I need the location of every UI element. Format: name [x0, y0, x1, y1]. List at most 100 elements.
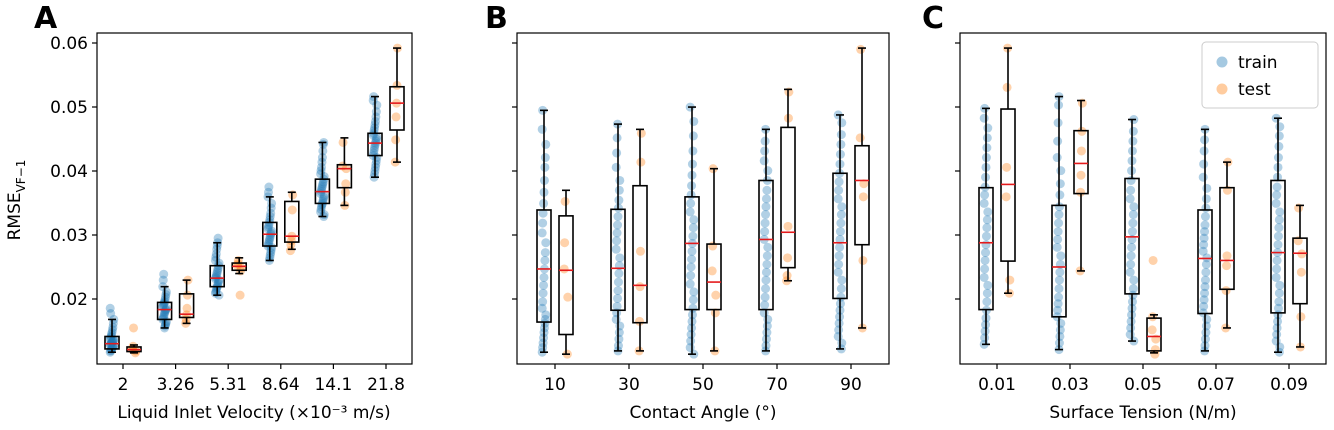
train-point: [1126, 251, 1136, 261]
train-point: [1126, 316, 1136, 326]
train-point: [686, 262, 696, 272]
train-point: [689, 116, 699, 126]
train-point: [836, 218, 846, 228]
train-point: [760, 146, 770, 156]
test-point: [340, 187, 350, 197]
train-point: [1201, 259, 1211, 269]
y-axis-c: [955, 42, 960, 300]
train-point: [686, 190, 696, 200]
train-point: [1272, 182, 1282, 192]
train-point: [1272, 330, 1282, 340]
test-point: [1296, 267, 1306, 277]
train-box: [367, 132, 383, 157]
train-point: [1054, 218, 1064, 228]
test-point: [1076, 146, 1086, 156]
train-point: [980, 190, 990, 200]
test-box: [389, 85, 405, 131]
train-point: [689, 215, 699, 225]
test-point: [783, 221, 793, 231]
plot-area-b: [536, 44, 870, 359]
legend-frame: [1201, 41, 1319, 109]
train-point: [538, 297, 548, 307]
y-axis-b: [512, 42, 517, 300]
test-point: [563, 292, 573, 302]
axes-frame-a: [96, 32, 413, 365]
train-point: [211, 285, 221, 295]
train-point: [980, 264, 990, 274]
train-point: [611, 162, 621, 172]
train-point: [763, 166, 773, 176]
train-point: [1054, 292, 1064, 302]
train-box: [156, 301, 173, 321]
train-point: [1200, 220, 1210, 230]
train-point: [161, 292, 170, 302]
train-point: [1198, 172, 1208, 182]
train-point: [538, 288, 548, 298]
test-box: [854, 144, 870, 246]
train-point: [211, 252, 221, 262]
train-point: [108, 322, 118, 332]
train-point: [212, 267, 222, 277]
train-point: [1274, 131, 1284, 141]
test-point: [341, 179, 351, 189]
x-axis-label-c: Surface Tension (N/m): [1049, 403, 1236, 423]
train-point: [834, 177, 844, 187]
train-point: [836, 210, 846, 220]
test-point: [391, 112, 401, 122]
train-point: [761, 194, 771, 204]
train-point: [1053, 118, 1063, 128]
test-point: [1002, 162, 1012, 172]
train-point: [161, 318, 171, 328]
train-point: [316, 166, 326, 176]
test-point: [635, 282, 645, 292]
train-point: [835, 234, 845, 244]
train-point: [614, 185, 624, 195]
train-point: [1199, 159, 1209, 169]
train-point: [835, 227, 845, 237]
train-point: [213, 278, 223, 288]
test-point: [128, 343, 138, 353]
x-tick-label: 3.26: [157, 375, 195, 395]
train-point: [1271, 198, 1281, 208]
train-point: [614, 328, 624, 338]
train-point: [836, 292, 846, 302]
train-point: [1054, 284, 1064, 294]
panel-letter-b: B: [485, 1, 508, 36]
train-point: [761, 267, 771, 277]
train-point: [264, 235, 274, 245]
train-point: [1128, 126, 1138, 136]
train-point: [688, 231, 698, 241]
train-point: [1199, 146, 1209, 156]
test-point: [1148, 255, 1158, 265]
test-point: [708, 241, 718, 251]
train-point: [318, 179, 328, 189]
train-point: [158, 275, 168, 285]
train-point: [613, 286, 623, 296]
test-point: [1002, 82, 1012, 92]
test-point: [707, 266, 717, 276]
train-box: [610, 208, 626, 312]
train-point: [1125, 267, 1135, 277]
train-point: [1055, 190, 1065, 200]
train-point: [1128, 284, 1138, 294]
panel-letter-a: A: [34, 1, 58, 36]
train-point: [836, 284, 846, 294]
train-point: [1201, 203, 1211, 213]
train-point: [1054, 210, 1064, 220]
x-tick-label: 8.64: [262, 375, 300, 395]
train-point: [612, 148, 622, 158]
train-box: [1051, 204, 1067, 318]
train-point: [214, 276, 224, 286]
train-point: [1273, 231, 1283, 241]
train-point: [615, 175, 625, 185]
y-axis-label-sub: VF−1: [14, 160, 28, 193]
train-point: [1126, 259, 1136, 269]
test-box: [178, 293, 195, 319]
train-point: [105, 303, 115, 313]
train-point: [538, 208, 548, 218]
test-box: [1073, 129, 1089, 195]
train-point: [1128, 290, 1138, 300]
train-point: [1054, 275, 1064, 285]
train-point: [687, 246, 697, 256]
train-point: [980, 255, 990, 265]
